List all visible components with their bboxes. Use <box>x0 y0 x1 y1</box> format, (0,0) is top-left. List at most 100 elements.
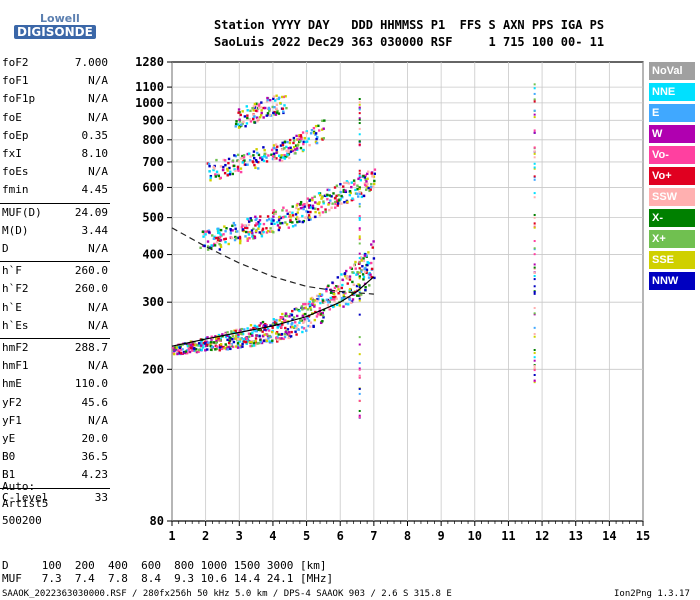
echo-point <box>272 146 276 150</box>
echo-point <box>278 319 281 322</box>
echo-point <box>236 165 240 169</box>
echo-point <box>250 340 253 344</box>
echo-point <box>207 341 210 344</box>
echo-point <box>533 278 536 281</box>
profile-curves <box>171 227 375 347</box>
echo-point <box>273 157 276 161</box>
echo-point <box>231 337 234 341</box>
echo-point <box>250 219 253 222</box>
echo-point <box>306 308 309 311</box>
echo-point <box>286 332 289 335</box>
echo-point <box>358 236 361 239</box>
echo-point <box>215 345 219 348</box>
echo-point <box>187 342 190 346</box>
echo-point <box>344 190 348 194</box>
echo-point <box>314 201 317 204</box>
echo-point <box>289 150 293 153</box>
echo-point <box>372 240 375 243</box>
x-tick-label: 15 <box>636 529 650 543</box>
echo-point <box>275 111 279 114</box>
echo-point <box>358 368 361 371</box>
echo-point <box>290 313 294 317</box>
echo-point <box>348 275 352 278</box>
echo-point <box>333 286 337 290</box>
echo-point <box>173 352 176 356</box>
param-value: N/A <box>88 92 108 106</box>
echo-point <box>183 351 187 355</box>
echo-point <box>301 330 304 334</box>
echo-point <box>275 148 278 152</box>
echo-point <box>241 345 244 348</box>
echo-point <box>260 235 264 238</box>
echo-point <box>286 140 289 144</box>
echo-point <box>533 285 536 288</box>
echo-point <box>297 217 300 221</box>
echo-point <box>259 215 262 218</box>
echo-point <box>321 138 324 141</box>
echo-point <box>317 129 321 132</box>
echo-point <box>253 329 256 332</box>
echo-point <box>533 367 536 370</box>
y-tick-label: 200 <box>142 362 164 376</box>
echo-point <box>270 153 273 156</box>
legend-item: NNW <box>649 272 695 290</box>
echo-point <box>300 326 304 329</box>
echo-point <box>239 239 242 243</box>
echo-point <box>281 316 284 319</box>
echo-point <box>366 172 369 175</box>
echo-point <box>285 314 288 318</box>
ionogram-chart: 1 2 3 4 5 6 7 8 9 10 11 12 13 14 158020030040050060070… <box>135 55 650 543</box>
echo-point <box>314 207 317 210</box>
legend-item: X- <box>649 209 695 227</box>
echo-point <box>295 333 298 336</box>
echo-point <box>291 318 294 321</box>
echo-point <box>358 293 362 297</box>
echo-point <box>318 194 322 197</box>
echo-point <box>294 148 297 151</box>
echo-point <box>263 326 267 330</box>
echo-point <box>253 324 257 328</box>
echo-point <box>329 291 333 294</box>
echo-point <box>229 227 232 231</box>
echo-point <box>340 296 344 300</box>
echo-point <box>335 194 338 198</box>
echo-point <box>241 224 244 227</box>
echo-point <box>272 209 276 212</box>
echo-point <box>248 237 251 240</box>
echo-point <box>255 222 258 225</box>
echo-point <box>218 242 221 246</box>
echo-point <box>259 106 262 109</box>
echo-point <box>337 199 341 202</box>
echo-point <box>533 356 536 359</box>
echo-point <box>263 154 266 158</box>
echo-point <box>319 301 322 305</box>
echo-point <box>184 350 187 353</box>
echo-point <box>207 162 211 166</box>
echo-point <box>533 247 536 250</box>
echo-point <box>195 350 199 354</box>
echo-point <box>358 228 361 231</box>
echo-point <box>211 345 214 349</box>
echo-point <box>284 326 287 330</box>
echo-point <box>226 334 229 337</box>
echo-point <box>244 340 248 344</box>
echo-point <box>226 338 229 342</box>
echo-point <box>305 131 309 135</box>
echo-point <box>350 301 353 304</box>
echo-point <box>533 113 536 116</box>
echo-point <box>246 152 249 156</box>
echo-point <box>255 148 258 151</box>
echo-point <box>334 200 337 204</box>
echo-point <box>312 126 316 130</box>
echo-point <box>368 189 371 193</box>
echo-point <box>284 312 288 315</box>
echo-point <box>358 227 361 230</box>
param-value: 8.10 <box>81 147 109 160</box>
echo-point <box>295 326 298 330</box>
x-tick-label: 10 <box>468 529 482 543</box>
echo-point <box>358 257 361 260</box>
echo-point <box>283 157 287 160</box>
echo-point <box>314 132 318 135</box>
echo-point <box>179 351 182 355</box>
echo-point <box>265 160 269 163</box>
